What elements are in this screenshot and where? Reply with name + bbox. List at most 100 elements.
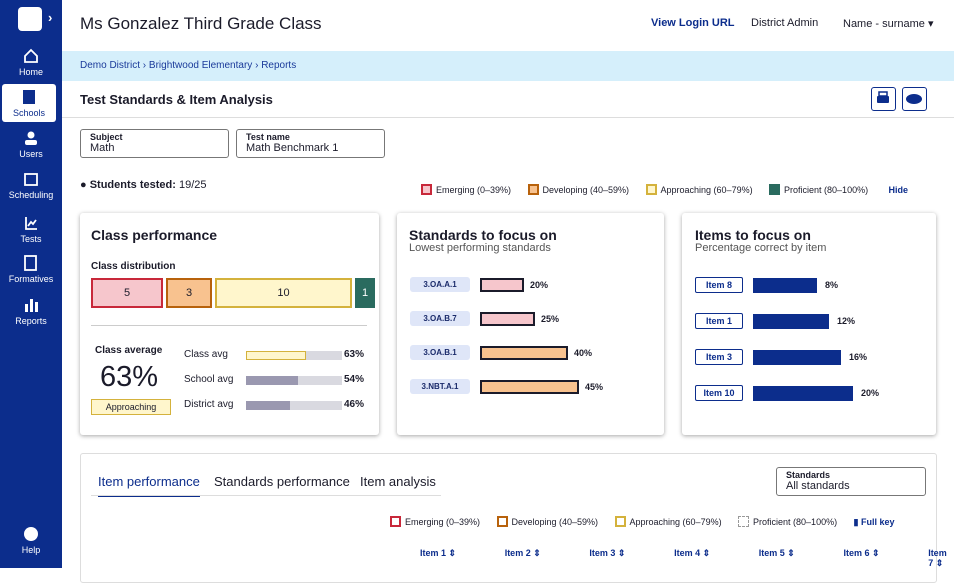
item-value: 20% bbox=[861, 388, 880, 398]
band-badge: Approaching bbox=[91, 399, 171, 415]
distribution-label: Class distribution bbox=[91, 261, 176, 272]
nav-label: Users bbox=[19, 149, 43, 159]
crumb[interactable]: Brightwood Elementary bbox=[148, 60, 253, 71]
header-title: Ms Gonzalez Third Grade Class bbox=[80, 14, 322, 33]
students-label: Students tested: bbox=[89, 179, 176, 191]
select-label: Subject bbox=[90, 132, 123, 142]
standard-row: 3.NBT.A.1 45% bbox=[410, 379, 603, 394]
comparison-bar bbox=[246, 351, 307, 360]
tab[interactable]: Item analysis bbox=[360, 474, 436, 489]
standard-value: 40% bbox=[574, 347, 593, 358]
item-label: Item 3 bbox=[695, 349, 743, 365]
legend-label: Approaching (60–79%) bbox=[629, 517, 722, 527]
item-value: 16% bbox=[849, 352, 868, 362]
legend-item: Approaching (60–79%) bbox=[645, 184, 753, 195]
comparison-track bbox=[246, 401, 342, 410]
distribution-bar: 5 3 10 1 bbox=[91, 278, 375, 308]
nav-label: Scheduling bbox=[8, 190, 54, 200]
item-bar bbox=[753, 349, 841, 365]
standard-bar bbox=[480, 345, 568, 360]
crumb[interactable]: Demo District bbox=[80, 60, 141, 71]
item-label: Item 10 bbox=[695, 385, 743, 401]
legend-label: Proficient (80–100%) bbox=[784, 185, 869, 195]
item-row: Item 3 16% bbox=[695, 349, 867, 365]
standards-select[interactable]: Standards All standards bbox=[776, 467, 926, 496]
crumb[interactable]: Reports bbox=[261, 60, 297, 71]
hide-toggle[interactable]: Hide bbox=[888, 185, 909, 195]
legend-item: Proficient (80–100%) bbox=[769, 184, 869, 195]
expand[interactable]: › bbox=[48, 10, 53, 25]
nav-home[interactable]: Home bbox=[0, 48, 62, 77]
logo[interactable] bbox=[18, 7, 42, 31]
divider bbox=[91, 325, 367, 326]
card-title: Standards to focus on bbox=[409, 227, 557, 243]
download-button[interactable] bbox=[902, 87, 927, 111]
item-value: 8% bbox=[825, 280, 839, 290]
item-bar bbox=[753, 277, 817, 293]
item-bar bbox=[753, 385, 853, 401]
nav-label: Home bbox=[18, 67, 43, 77]
legend-item: Developing (40–59%) bbox=[496, 516, 599, 527]
nav-label: Schools bbox=[12, 108, 46, 118]
comparison-bar bbox=[246, 401, 291, 410]
card-title: Class performance bbox=[91, 227, 218, 243]
item-row: Item 1 12% bbox=[695, 313, 855, 329]
nav-tests[interactable]: Tests bbox=[0, 215, 62, 244]
card-subtitle: Percentage correct by item bbox=[695, 242, 827, 254]
tab-rule bbox=[91, 495, 441, 496]
select-value: Math Benchmark 1 bbox=[246, 142, 339, 154]
nav-label: Reports bbox=[15, 316, 47, 326]
sidebar: › Home Schools Users Scheduling Tests Fo… bbox=[0, 0, 62, 568]
legend-label: Approaching (60–79%) bbox=[660, 185, 753, 195]
comparison-label: District avg bbox=[184, 399, 234, 410]
legend-item: Approaching (60–79%) bbox=[614, 516, 722, 527]
standard-value: 20% bbox=[530, 279, 549, 290]
comparison-value: 63% bbox=[344, 349, 365, 360]
standard-code: 3.OA.A.1 bbox=[410, 277, 470, 292]
select-value: Math bbox=[90, 142, 115, 154]
select-label: Test name bbox=[246, 132, 290, 142]
nav-reports[interactable]: Reports bbox=[0, 297, 62, 326]
print-button[interactable] bbox=[871, 87, 896, 111]
comparison-track bbox=[246, 351, 342, 360]
legend-label: Proficient (80–100%) bbox=[753, 517, 838, 527]
legend-label: Developing (40–59%) bbox=[542, 185, 630, 195]
nav-scheduling[interactable]: Scheduling bbox=[0, 171, 62, 200]
nav-help[interactable]: Help bbox=[0, 526, 62, 555]
standard-code: 3.NBT.A.1 bbox=[410, 379, 470, 394]
average-label: Class average bbox=[95, 345, 163, 356]
item-label: Item 8 bbox=[695, 277, 743, 293]
legend-label: Developing (40–59%) bbox=[511, 517, 599, 527]
user-role: District Admin bbox=[751, 17, 819, 29]
standard-row: 3.OA.B.7 25% bbox=[410, 311, 559, 326]
standard-bar bbox=[480, 277, 524, 292]
view-login-link[interactable]: View Login URL bbox=[651, 17, 735, 29]
distribution-segment: 10 bbox=[215, 278, 352, 308]
items-card: Items to focus on Percentage correct by … bbox=[682, 213, 936, 435]
class-average: 63% bbox=[100, 361, 159, 393]
comparison-value: 46% bbox=[344, 399, 365, 410]
divider bbox=[62, 117, 954, 118]
card-subtitle: Lowest performing standards bbox=[409, 242, 551, 254]
breadcrumb: Demo District › Brightwood Elementary › … bbox=[62, 51, 954, 81]
nav-formatives[interactable]: Formatives bbox=[0, 255, 62, 284]
tab-active[interactable]: Item performance bbox=[98, 474, 200, 497]
standard-row: 3.OA.A.1 20% bbox=[410, 277, 548, 292]
distribution-segment: 3 bbox=[166, 278, 212, 308]
nav-users[interactable]: Users bbox=[0, 130, 62, 159]
subject-select[interactable]: Subject Math bbox=[80, 129, 229, 158]
full-key[interactable]: ▮ Full key bbox=[853, 517, 895, 527]
nav-schools[interactable]: Schools bbox=[2, 84, 56, 122]
test-select[interactable]: Test name Math Benchmark 1 bbox=[236, 129, 385, 158]
user-menu[interactable]: Name - surname ▾ bbox=[843, 18, 934, 30]
comparison-track bbox=[246, 376, 342, 385]
students-value: 19/25 bbox=[178, 179, 207, 191]
students-tested: ● Students tested: 19/25 bbox=[80, 179, 207, 191]
legend-item: Developing (40–59%) bbox=[527, 184, 630, 195]
legend-item: Emerging (0–39%) bbox=[390, 516, 480, 527]
user-name: Name - surname bbox=[843, 18, 925, 30]
tab[interactable]: Standards performance bbox=[214, 474, 350, 489]
standard-value: 45% bbox=[585, 381, 604, 392]
item-bar bbox=[753, 313, 829, 329]
